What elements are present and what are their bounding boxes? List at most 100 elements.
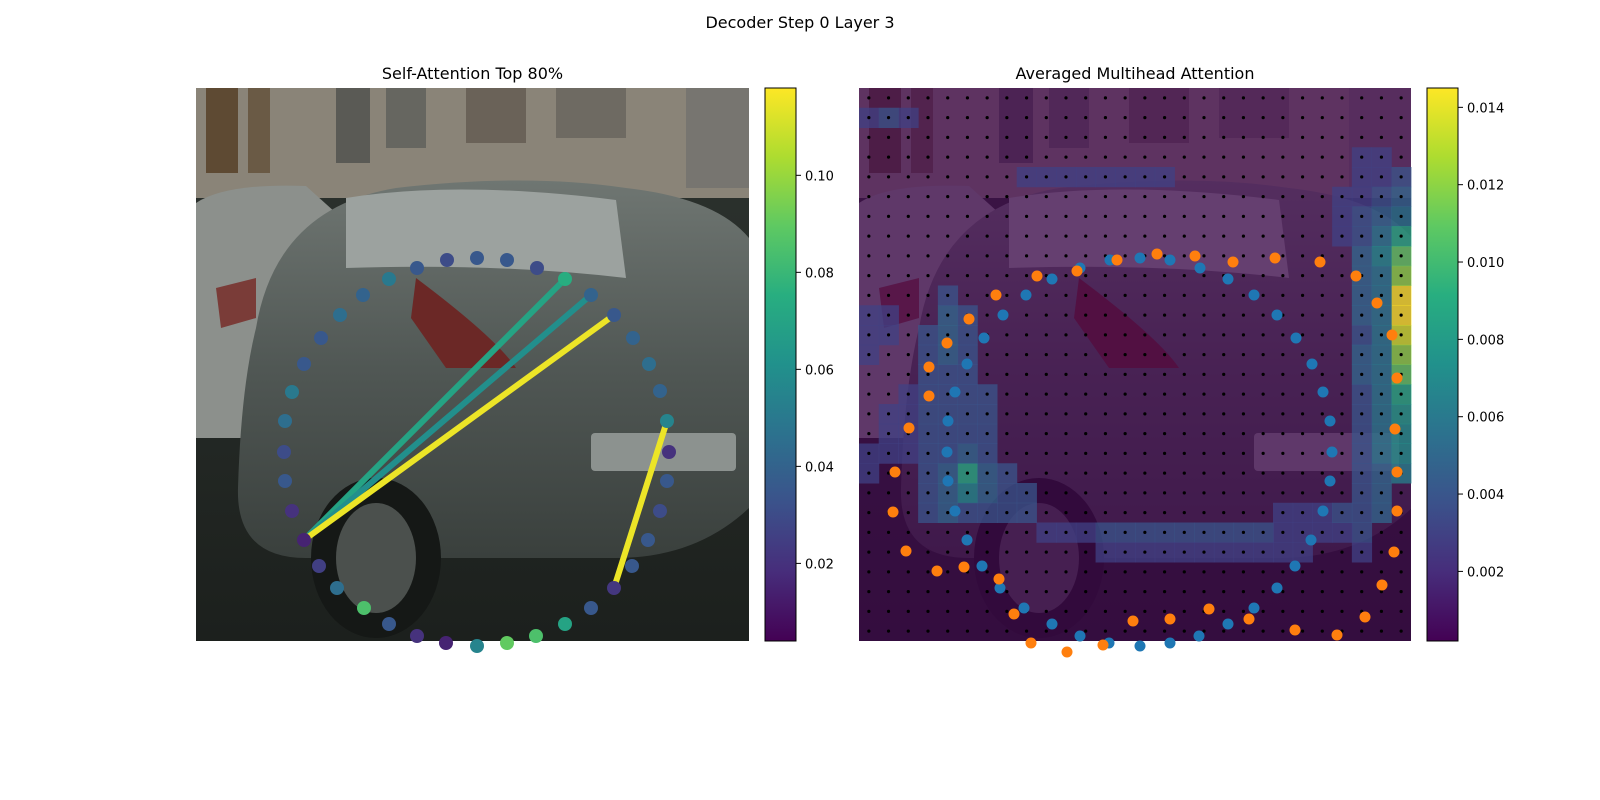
grid-dot [1044, 96, 1048, 100]
grid-dot [906, 214, 910, 218]
grid-dot [1064, 313, 1068, 317]
grid-dot [1024, 214, 1029, 218]
grid-dot [1044, 214, 1048, 218]
grid-dot [1379, 214, 1384, 218]
left-colorbar-tick-label: 0.04 [805, 460, 834, 475]
grid-dot [1182, 96, 1186, 100]
grid-dot [867, 491, 871, 495]
grid-dot [906, 629, 910, 633]
grid-dot [1202, 550, 1206, 554]
grid-dot [1044, 511, 1048, 515]
grid-dot [1202, 116, 1206, 120]
grid-dot [1281, 353, 1285, 357]
grid-dot [1084, 155, 1088, 159]
grid-dot [1202, 491, 1206, 495]
grid-dot [1281, 412, 1285, 416]
left-colorbar-tick-label: 0.08 [805, 266, 834, 281]
grid-dot [1123, 254, 1127, 258]
grid-dot [965, 372, 970, 376]
grid-dot [1222, 135, 1226, 139]
grid-dot [1261, 451, 1265, 455]
grid-dot [1084, 234, 1088, 238]
grid-dot [1005, 570, 1009, 574]
grid-dot [1024, 175, 1029, 179]
grid-dot [867, 609, 871, 613]
blue-point [1134, 252, 1146, 264]
grid-dot [1024, 491, 1029, 495]
grid-dot [1044, 432, 1048, 436]
grid-dot [1340, 333, 1344, 337]
grid-dot [1064, 491, 1068, 495]
right-panel-title: Averaged Multihead Attention [1015, 64, 1255, 83]
grid-dot [1024, 234, 1029, 238]
grid-dot [1202, 293, 1206, 297]
orange-point [1371, 297, 1383, 309]
grid-dot [867, 116, 871, 120]
grid-dot [946, 511, 950, 515]
grid-dot [1241, 629, 1246, 633]
grid-dot [1261, 96, 1265, 100]
grid-dot [1241, 195, 1246, 199]
grid-dot [1084, 609, 1088, 613]
grid-dot [1379, 293, 1384, 297]
grid-dot [1261, 392, 1265, 396]
grid-dot [1143, 570, 1147, 574]
grid-dot [1143, 116, 1147, 120]
grid-dot [1044, 530, 1048, 534]
grid-dot [1182, 530, 1186, 534]
grid-dot [1182, 195, 1186, 199]
grid-dot [965, 293, 970, 297]
grid-dot [926, 353, 930, 357]
grid-dot [1399, 135, 1403, 139]
grid-dot [1241, 511, 1246, 515]
grid-dot [1143, 451, 1147, 455]
grid-dot [1379, 412, 1384, 416]
grid-dot [1143, 214, 1147, 218]
grid-dot [1182, 590, 1186, 594]
grid-dot [946, 254, 950, 258]
grid-dot [867, 155, 871, 159]
grid-dot [1360, 392, 1364, 396]
grid-dot [1084, 372, 1088, 376]
grid-dot [1064, 254, 1068, 258]
right-colorbar-tick-label: 0.012 [1467, 179, 1504, 194]
grid-dot [1103, 471, 1108, 475]
grid-dot [906, 333, 910, 337]
grid-dot [1064, 412, 1068, 416]
grid-dot [1064, 214, 1068, 218]
blue-point [1222, 618, 1234, 630]
grid-dot [1222, 353, 1226, 357]
grid-dot [1143, 333, 1147, 337]
grid-dot [1064, 96, 1068, 100]
grid-dot [1379, 234, 1384, 238]
decoder-query-points [277, 251, 676, 653]
blue-point [1046, 618, 1058, 630]
grid-dot [1281, 629, 1285, 633]
grid-dot [1320, 195, 1324, 199]
query-point [662, 445, 676, 459]
grid-dot [985, 214, 989, 218]
grid-dot [906, 570, 910, 574]
grid-dot [1103, 550, 1108, 554]
query-point [653, 504, 667, 518]
query-point [500, 636, 514, 650]
grid-dot [1281, 372, 1285, 376]
grid-dot [965, 412, 970, 416]
grid-dot [1379, 372, 1384, 376]
grid-dot [867, 570, 871, 574]
grid-dot [926, 155, 930, 159]
query-point [439, 636, 453, 650]
grid-dot [1340, 274, 1344, 278]
grid-dot [926, 530, 930, 534]
grid-dot [1064, 155, 1068, 159]
grid-dot [1360, 590, 1364, 594]
grid-dot [1162, 451, 1167, 455]
grid-dot [867, 333, 871, 337]
grid-dot [946, 234, 950, 238]
grid-dot [1300, 155, 1305, 159]
grid-dot [1360, 175, 1364, 179]
grid-dot [1064, 530, 1068, 534]
orange-point [990, 289, 1002, 301]
grid-dot [1222, 293, 1226, 297]
grid-dot [1024, 353, 1029, 357]
